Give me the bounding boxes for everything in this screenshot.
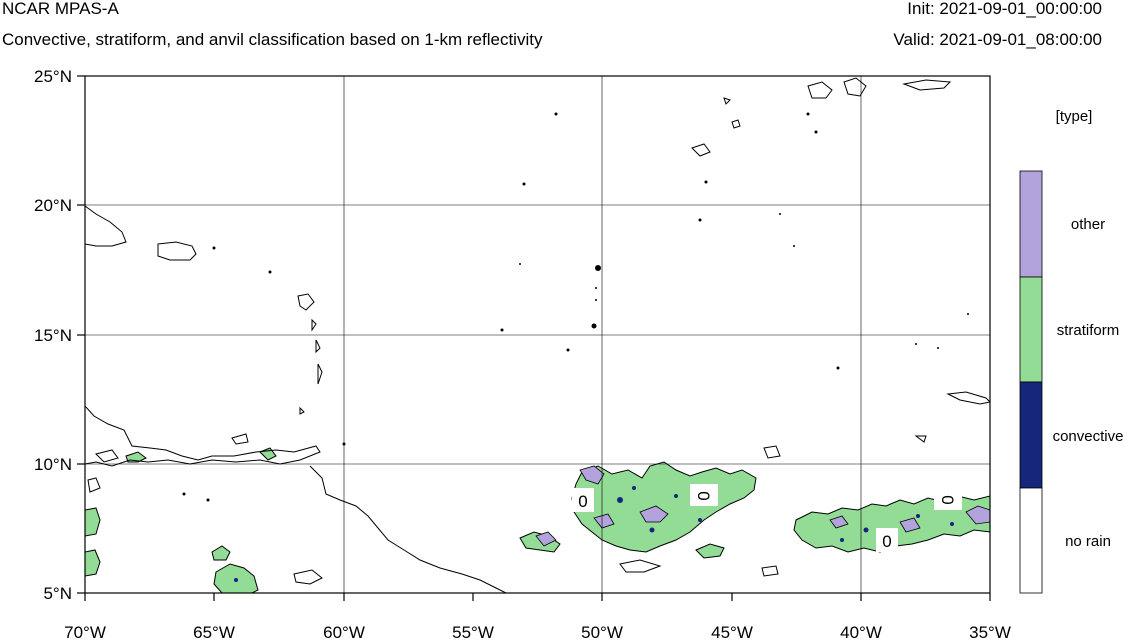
convective-cell [840, 538, 844, 542]
lat-tick-labels: 25°N 20°N 15°N 10°N 5°N [34, 67, 72, 603]
colorbar-label: stratiform [1057, 322, 1120, 339]
stratiform-area [519, 531, 561, 553]
map-subtitle: Convective, stratiform, and anvil classi… [2, 30, 543, 49]
lat-tick-label: 20°N [34, 196, 72, 215]
stratiform-area [695, 543, 725, 559]
contour-blob [946, 391, 990, 405]
convective-cell [632, 486, 636, 490]
contour-blob [231, 433, 249, 445]
contour-labels: 0 0 0 0 [572, 484, 962, 552]
axis-ticks [77, 75, 991, 601]
contour-label-4: 0 [934, 488, 962, 510]
colorbar: [type] other stratiform convective no ra… [1019, 108, 1124, 594]
contour-blob [293, 569, 323, 585]
anvil-area [535, 531, 557, 547]
lat-tick-label: 15°N [34, 326, 72, 345]
lon-tick-label: 60°W [323, 623, 365, 641]
contour-blob [691, 143, 711, 157]
valid-time: Valid: 2021-09-01_08:00:00 [893, 30, 1102, 49]
convective-cell [698, 518, 702, 522]
convective-cell [950, 522, 954, 526]
contour-label-text: 0 [694, 491, 713, 500]
colorbar-swatch-stratiform [1019, 276, 1043, 383]
convective-cell [863, 527, 869, 533]
lat-tick-label: 25°N [34, 67, 72, 86]
convective-cell [674, 494, 678, 498]
anvil-area [829, 515, 849, 529]
colorbar-swatch-other [1019, 170, 1043, 278]
lon-tick-label: 70°W [64, 623, 106, 641]
contour-label-1: 0 [572, 488, 594, 512]
anvil-area [899, 517, 921, 533]
contour-blob [87, 477, 101, 493]
contour-blob [619, 559, 662, 573]
colorbar-title: [type] [1056, 108, 1093, 125]
colorbar-label: convective [1053, 428, 1124, 445]
colorbar-swatch-convective [1019, 381, 1043, 489]
colorbar-swatch-no-rain [1019, 487, 1043, 594]
anvil-area [965, 505, 990, 525]
contour-label-text: 0 [578, 492, 587, 511]
precip-field [85, 77, 990, 593]
contour-blob [95, 449, 119, 463]
contour-blob [843, 77, 867, 97]
anvil-area [639, 505, 669, 523]
convective-cell [916, 514, 920, 518]
lon-tick-label: 35°W [969, 623, 1011, 641]
init-time: Init: 2021-09-01_00:00:00 [907, 0, 1102, 18]
contour-label-text: 0 [882, 532, 891, 551]
stratiform-area [85, 549, 101, 577]
lon-tick-label: 50°W [581, 623, 623, 641]
convective-cell [617, 497, 623, 503]
lon-tick-label: 65°W [193, 623, 235, 641]
lat-tick-label: 5°N [43, 584, 72, 603]
contour-blob [763, 445, 781, 459]
contour-blob [761, 565, 779, 577]
colorbar-label: other [1071, 216, 1105, 233]
lon-tick-labels: 70°W 65°W 60°W 55°W 50°W 45°W 40°W 35°W [64, 623, 1011, 641]
contour-blob [902, 79, 952, 91]
contour-blob [723, 97, 731, 105]
contour-label-3: 0 [876, 528, 898, 552]
lon-tick-label: 45°W [711, 623, 753, 641]
map-title: NCAR MPAS-A [2, 0, 119, 18]
lon-tick-label: 40°W [840, 623, 882, 641]
stratiform-area [211, 545, 231, 561]
colorbar-label: no rain [1065, 533, 1111, 550]
contour-label-2: 0 [690, 484, 718, 506]
convective-cell [649, 527, 655, 533]
lon-tick-label: 55°W [452, 623, 494, 641]
anvil-area [579, 465, 605, 485]
contour-blob [807, 81, 833, 99]
coastline [85, 205, 507, 593]
contour-blob [731, 119, 741, 129]
contour-blob [914, 435, 927, 443]
stratiform-area [85, 507, 101, 537]
anvil-area [593, 513, 615, 529]
convective-cell [234, 578, 238, 582]
contour-label-text: 0 [938, 495, 957, 504]
grid-lines [85, 76, 990, 593]
lat-tick-label: 10°N [34, 455, 72, 474]
